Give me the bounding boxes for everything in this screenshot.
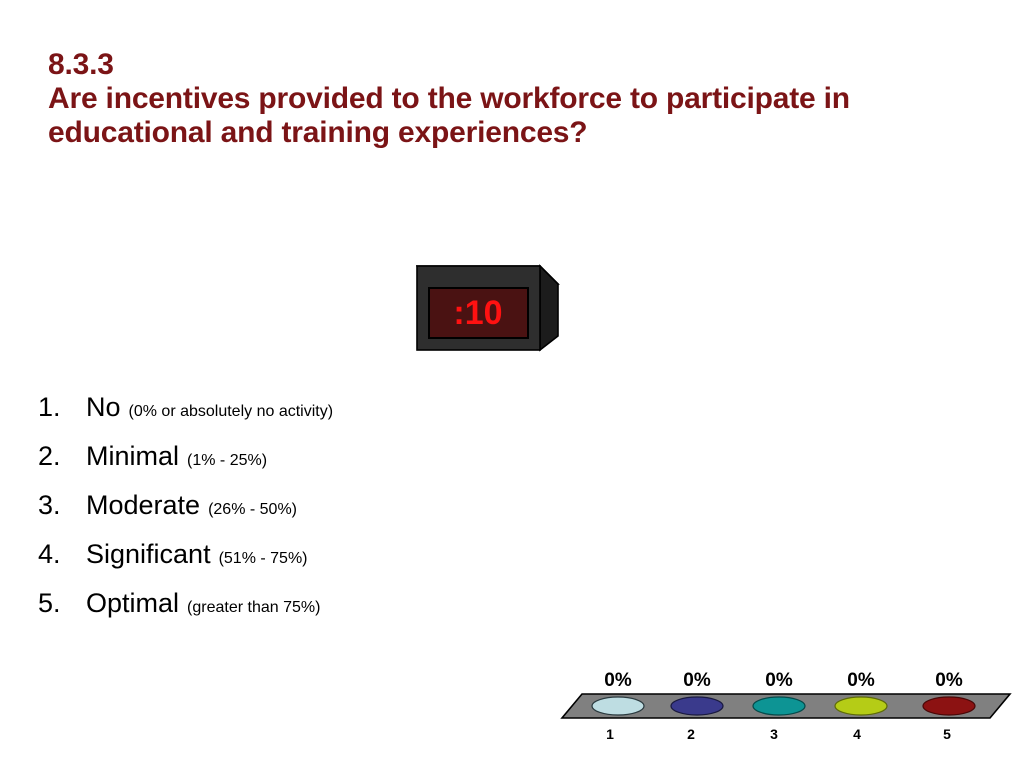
answer-label: No xyxy=(86,392,121,422)
result-label-5: 5 xyxy=(943,726,951,742)
answer-label: Moderate xyxy=(86,490,201,520)
question-block: 8.3.3 Are incentives provided to the wor… xyxy=(48,48,928,150)
results-percent-row: 0% 0% 0% 0% 0% xyxy=(560,670,1012,692)
timer-led-panel xyxy=(428,287,529,339)
answer-option-1[interactable]: 1. No (0% or absolutely no activity) xyxy=(38,392,598,441)
answer-option-2[interactable]: 2. Minimal (1% - 25%) xyxy=(38,441,598,490)
answer-number: 5. xyxy=(38,588,61,618)
answer-range-label: (0% or absolutely no activity) xyxy=(128,403,334,420)
countdown-timer: :10 xyxy=(416,262,566,354)
result-percent-4: 0% xyxy=(847,670,875,691)
answer-option-4[interactable]: 4. Significant (51% - 75%) xyxy=(38,539,598,588)
result-percent-2: 0% xyxy=(683,670,711,691)
answer-number: 2. xyxy=(38,441,61,471)
poll-results-bar: 0% 0% 0% 0% 0% 1 2 3 4 5 xyxy=(560,670,1012,752)
result-dot-5 xyxy=(922,696,976,716)
result-label-2: 2 xyxy=(687,726,695,742)
results-platform xyxy=(560,692,1012,722)
answer-label: Optimal xyxy=(86,588,180,618)
answer-label: Significant xyxy=(86,539,211,569)
results-number-row: 1 2 3 4 5 xyxy=(560,725,1012,745)
result-dot-1 xyxy=(591,696,645,716)
result-dot-4 xyxy=(834,696,888,716)
answer-number: 3. xyxy=(38,490,61,520)
question-number: 8.3.3 xyxy=(48,48,114,81)
timer-led-text: :10 xyxy=(453,294,502,332)
timer-right-face xyxy=(539,264,559,352)
answer-options-list: 1. No (0% or absolutely no activity) 2. … xyxy=(38,392,598,637)
answer-label: Minimal xyxy=(86,441,180,471)
answer-range-label: (greater than 75%) xyxy=(187,599,321,616)
answer-number: 4. xyxy=(38,539,61,569)
answer-option-5[interactable]: 5. Optimal (greater than 75%) xyxy=(38,588,598,637)
answer-option-3[interactable]: 3. Moderate (26% - 50%) xyxy=(38,490,598,539)
result-dot-3 xyxy=(752,696,806,716)
answer-range-label: (26% - 50%) xyxy=(208,501,297,518)
result-percent-3: 0% xyxy=(765,670,793,691)
result-label-3: 3 xyxy=(770,726,778,742)
result-label-1: 1 xyxy=(606,726,614,742)
result-percent-1: 0% xyxy=(604,670,632,691)
answer-number: 1. xyxy=(38,392,61,422)
question-text: Are incentives provided to the workforce… xyxy=(48,82,859,149)
result-percent-5: 0% xyxy=(935,670,963,691)
answer-range-label: (1% - 25%) xyxy=(187,452,268,469)
result-dot-2 xyxy=(670,696,724,716)
result-label-4: 4 xyxy=(853,726,861,742)
answer-range-label: (51% - 75%) xyxy=(218,550,308,567)
